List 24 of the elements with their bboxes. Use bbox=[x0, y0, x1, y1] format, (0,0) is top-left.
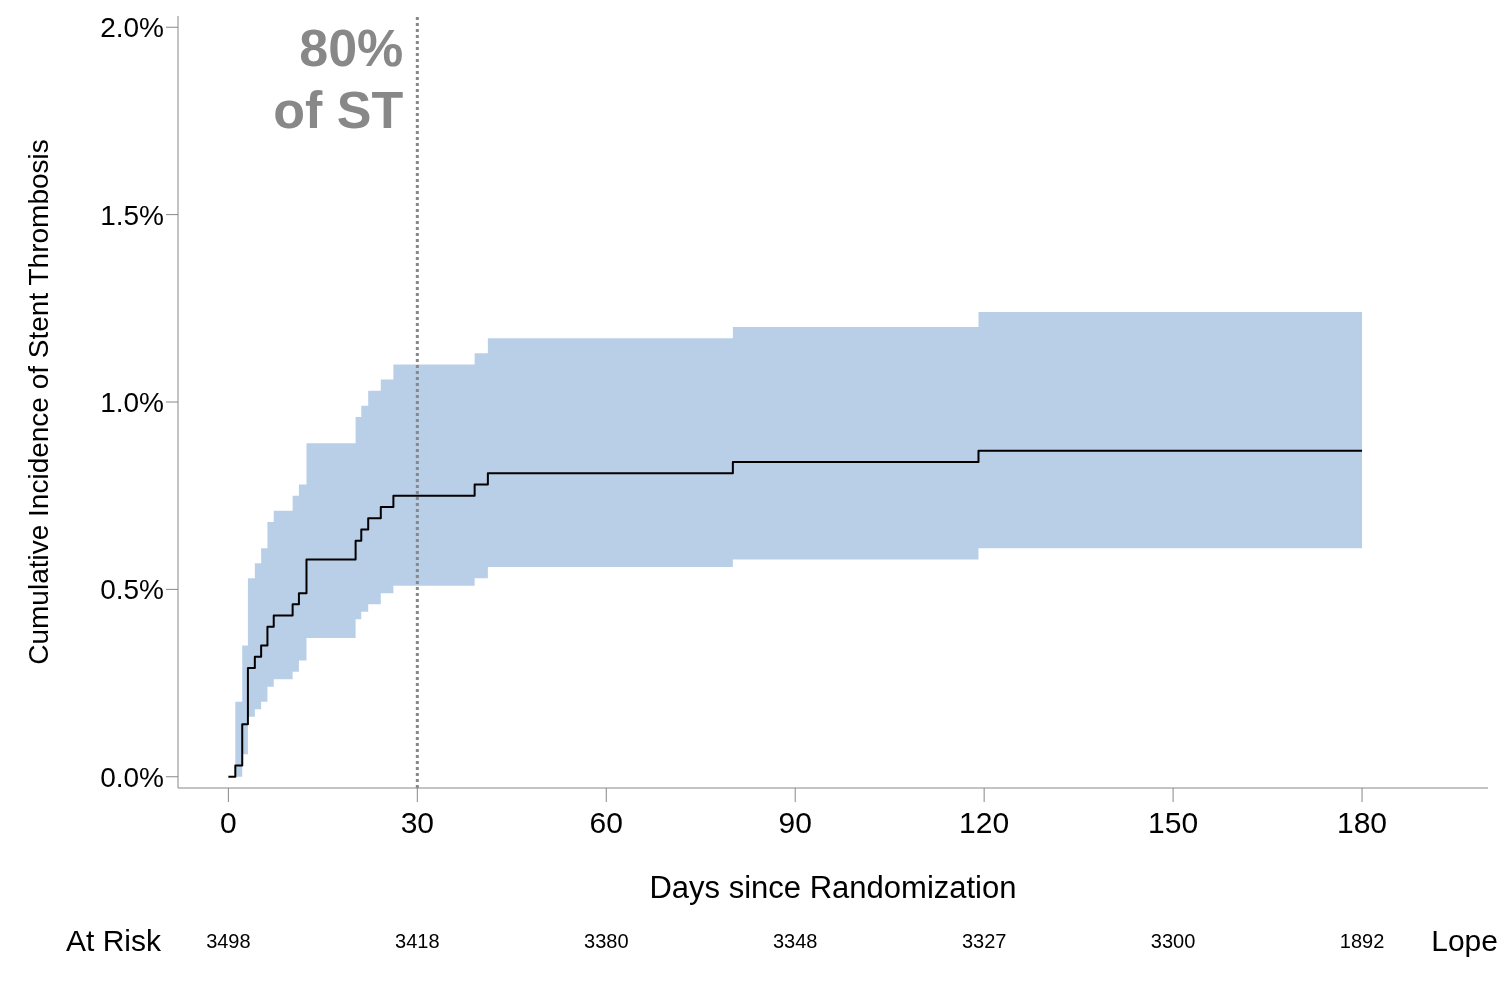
x-tick-label: 90 bbox=[778, 806, 812, 840]
x-tick-label: 150 bbox=[1148, 806, 1199, 840]
text: 3418 bbox=[394, 930, 441, 953]
x-tick-label: 30 bbox=[400, 806, 435, 840]
ref-line-label: 80% of ST bbox=[273, 19, 404, 139]
text: 3380 bbox=[583, 930, 630, 953]
text: 3327 bbox=[960, 930, 1008, 953]
text: 3348 bbox=[771, 930, 819, 953]
x-tick-label: 180 bbox=[1337, 806, 1388, 840]
text: 3498 bbox=[205, 930, 252, 953]
x-tick-label: 120 bbox=[959, 806, 1010, 840]
text: Lope bbox=[1431, 924, 1498, 958]
y-tick-label: 0.0% bbox=[100, 761, 164, 793]
text: At Risk bbox=[66, 924, 162, 958]
text: 3300 bbox=[1149, 930, 1197, 953]
y-tick-label: 1.5% bbox=[100, 199, 164, 231]
y-tick-label: 0.5% bbox=[100, 574, 164, 606]
x-axis-title: Days since Randomization bbox=[649, 870, 1017, 905]
y-tick-label: 2.0% bbox=[100, 12, 164, 44]
text: 1892 bbox=[1338, 930, 1386, 953]
y-axis-title: Cumulative Incidence of Stent Thrombosis bbox=[22, 139, 54, 665]
x-tick-label: 60 bbox=[589, 806, 623, 840]
x-tick-label: 0 bbox=[220, 806, 237, 840]
y-tick-label: 1.0% bbox=[100, 386, 164, 418]
